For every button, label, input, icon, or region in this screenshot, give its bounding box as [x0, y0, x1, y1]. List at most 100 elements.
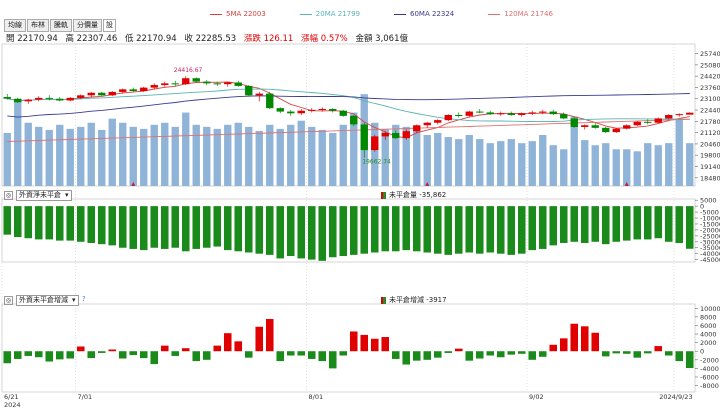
- oi-bar: [181, 206, 190, 252]
- oi-bar: [118, 206, 127, 248]
- oi-bar: [45, 206, 54, 240]
- volume-bar: [255, 130, 263, 186]
- oichange-bar: [349, 331, 358, 352]
- y-tick-label: -8000: [700, 382, 719, 390]
- candle-body: [182, 78, 190, 85]
- y-tick-label: -6000: [700, 373, 719, 381]
- volume-bar: [402, 126, 410, 186]
- candle-body: [623, 125, 631, 129]
- help-icon[interactable]: ?: [82, 295, 86, 303]
- candle-body: [14, 98, 22, 103]
- close-value: 收 22285.53: [184, 34, 237, 44]
- candle-body: [213, 83, 221, 85]
- date-label: 7/01: [78, 393, 93, 401]
- oichange-bar: [643, 351, 652, 354]
- oichange-bar: [3, 351, 12, 364]
- volume-bar: [329, 132, 337, 186]
- oichange-value-label: 未平倉增減 -3917: [389, 296, 447, 304]
- oichange-bar: [549, 344, 558, 352]
- tab-settings[interactable]: 設: [103, 19, 116, 32]
- oichange-bar: [528, 351, 537, 360]
- volume-bar: [203, 126, 211, 186]
- y-tick-label: 8000: [700, 313, 717, 321]
- low-annotation: 19662.74: [362, 159, 391, 166]
- oi-bar: [643, 206, 652, 240]
- tab-ma[interactable]: 均線: [4, 19, 26, 32]
- volume-bar: [224, 124, 232, 186]
- tab-bollinger[interactable]: 布林: [27, 19, 49, 32]
- ma-line: [7, 93, 690, 118]
- candle-body: [255, 93, 263, 96]
- oi-bar: [675, 206, 684, 243]
- candle-body: [528, 112, 536, 114]
- oi-bar: [13, 206, 22, 238]
- oichange-bar: [171, 351, 180, 356]
- y-tick-label: 25080: [700, 61, 720, 69]
- volume-bar: [171, 126, 179, 186]
- y-tick-label: 25740: [700, 50, 720, 58]
- y-tick-label: 19140: [700, 163, 720, 171]
- y-tick-label: 18480: [700, 174, 720, 182]
- oichange-bar: [297, 351, 306, 356]
- candle-body: [518, 113, 526, 115]
- candle-body: [3, 97, 11, 99]
- oi-bar: [244, 206, 253, 253]
- oichange-bar: [685, 351, 694, 369]
- oi-bar: [370, 206, 379, 253]
- oichange-bar: [55, 351, 64, 360]
- candle-body: [129, 89, 137, 92]
- oi-bar: [465, 206, 474, 253]
- oi-indicator-select[interactable]: 外資淨未平倉 ▾: [16, 190, 72, 201]
- oi-bar: [24, 206, 33, 239]
- oi-bar: [171, 206, 180, 248]
- oichange-bar: [66, 351, 75, 359]
- oi-bar: [381, 206, 390, 252]
- oichange-bar: [360, 334, 369, 352]
- volume-bar: [665, 143, 673, 186]
- low-value: 低 22170.94: [124, 34, 177, 44]
- y-tick-label: 19800: [700, 152, 720, 160]
- volume-bar: [308, 126, 316, 186]
- candle-body: [434, 120, 442, 123]
- candle-body: [633, 121, 641, 126]
- y-tick-label: -45000: [700, 256, 720, 264]
- candle-body: [402, 131, 410, 139]
- collapse-icon[interactable]: ◎: [4, 296, 13, 305]
- volume-bar: [633, 151, 641, 186]
- oichange-bar: [97, 351, 106, 353]
- collapse-icon[interactable]: ◎: [4, 191, 13, 200]
- volume-bar: [245, 126, 253, 186]
- tab-volume-profile[interactable]: 分價量: [73, 19, 102, 32]
- tab-envelope[interactable]: 騰軌: [50, 19, 72, 32]
- volume-bar: [444, 137, 452, 186]
- oichange-bar: [192, 351, 201, 362]
- oi-bar: [318, 206, 327, 261]
- oichange-bar: [265, 319, 274, 352]
- candle-body: [486, 112, 494, 115]
- y-tick-label: 6000: [700, 322, 717, 330]
- oi-bar: [559, 206, 568, 243]
- volume-bar: [602, 143, 610, 186]
- oichange-bar: [664, 351, 673, 356]
- candle-body: [381, 132, 389, 137]
- candle-body: [476, 111, 484, 113]
- oi-bar: [654, 206, 663, 239]
- candle-body: [423, 122, 431, 126]
- oichange-bar: [76, 346, 85, 352]
- oichange-indicator-select[interactable]: 外資未平倉增減 ▾: [16, 295, 79, 306]
- oi-bar: [223, 206, 232, 251]
- oichange-bar: [496, 351, 505, 358]
- candle-body: [329, 109, 337, 111]
- oi-indicator-label: 外資淨未平倉: [19, 191, 61, 199]
- candle-body: [108, 91, 116, 96]
- oi-bar: [66, 206, 75, 241]
- date-label: 2024: [4, 401, 21, 409]
- panel-frame: [1, 43, 696, 187]
- oi-value-label: 未平倉量 -35,862: [389, 191, 447, 199]
- oichange-bar: [181, 348, 190, 352]
- volume-bar: [213, 128, 221, 186]
- candle-body: [675, 114, 683, 116]
- oi-bar: [444, 206, 453, 255]
